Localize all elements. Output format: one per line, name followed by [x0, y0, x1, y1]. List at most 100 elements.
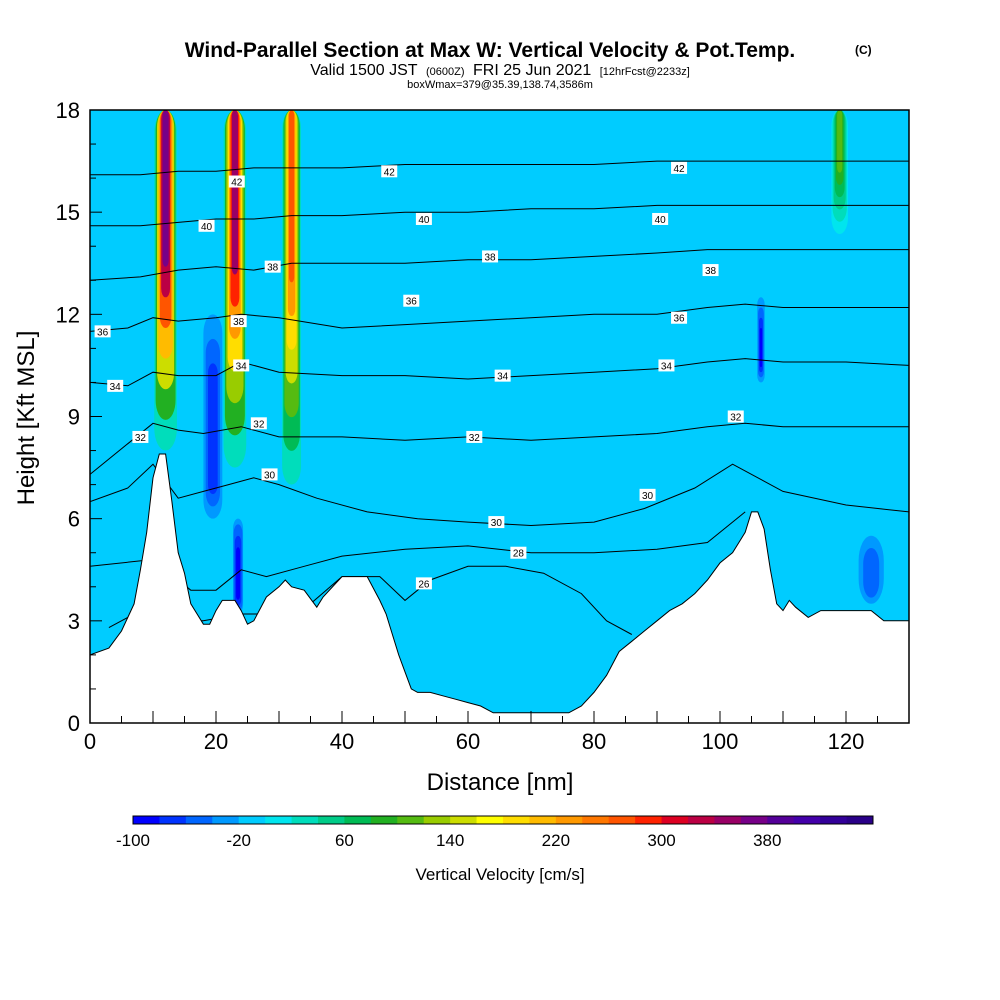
- colorbar-swatch: [555, 816, 583, 824]
- contour-label-text: 30: [264, 470, 276, 481]
- x-tick-label: 100: [702, 729, 739, 754]
- valid-utc: (0600Z): [426, 66, 465, 78]
- contour-label-box: [403, 294, 420, 307]
- y-tick-label: 3: [68, 609, 80, 634]
- colorbar-swatch: [133, 816, 160, 824]
- contour-label-text: 28: [513, 549, 525, 560]
- contour-label-box: [250, 417, 267, 430]
- contour-label-text: 34: [497, 372, 509, 383]
- contour-label: 38: [702, 264, 719, 277]
- contour-label-text: 30: [491, 518, 503, 529]
- colorbar-swatch: [529, 816, 557, 824]
- contour-label: 40: [415, 212, 432, 226]
- colorbar-swatch: [476, 816, 504, 824]
- contour-label-box: [488, 516, 505, 529]
- y-axis-label: Height [Kft MSL]: [13, 331, 40, 506]
- contour-label-text: 36: [673, 314, 685, 325]
- contour-label-box: [652, 212, 669, 225]
- colorbar-swatch: [159, 816, 187, 824]
- updraft-column: [223, 110, 247, 468]
- contour-label-box: [510, 546, 527, 559]
- downdraft-column: [233, 518, 244, 615]
- contour-label: 32: [727, 410, 744, 424]
- updraft-band: [162, 110, 169, 267]
- downdraft-column: [858, 535, 884, 604]
- updraft-band: [289, 110, 295, 283]
- colorbar: -100 -20 60 140 220 300 380: [116, 815, 874, 850]
- downdraft-column: [757, 297, 765, 383]
- colorbar-swatch: [767, 816, 795, 824]
- downdraft-band: [236, 552, 240, 597]
- y-tick-label: 0: [68, 711, 80, 736]
- plot-area: 26 28 30 32 34 36 38 40 42 42 38 34 32 40 38 36 34 32 30 30…: [90, 110, 909, 723]
- contour-label-text: 38: [705, 266, 717, 277]
- contour-label-box: [494, 369, 511, 382]
- contour-label: 34: [658, 359, 675, 372]
- colorbar-swatch: [344, 816, 372, 824]
- contour-label-box: [198, 219, 215, 232]
- contour-label: 38: [482, 250, 499, 263]
- contour-label-box: [261, 468, 278, 481]
- contour-label-text: 34: [661, 361, 673, 372]
- x-tick-label: 60: [456, 729, 480, 754]
- contour-label: 36: [671, 311, 688, 325]
- colorbar-swatch: [397, 816, 425, 824]
- updraft-column: [154, 110, 177, 451]
- colorbar-tick-label: 380: [753, 831, 781, 850]
- y-tick-label: 18: [56, 98, 80, 123]
- colorbar-label: Vertical Velocity [cm/s]: [415, 865, 584, 884]
- contour-label: 42: [671, 161, 688, 175]
- contour-label-box: [228, 175, 245, 188]
- colorbar-swatch: [185, 816, 213, 824]
- contour-label-text: 42: [384, 167, 396, 178]
- contour-label-box: [230, 315, 247, 328]
- contour-label: 34: [107, 379, 124, 393]
- valid-prefix: Valid 1500 JST: [310, 62, 418, 79]
- contour-label-text: 38: [267, 263, 279, 274]
- x-tick-label: 40: [330, 729, 354, 754]
- contour-label-text: 32: [469, 433, 481, 444]
- contour-label-text: 42: [231, 178, 243, 189]
- colorbar-swatch: [423, 816, 451, 824]
- theta-contour-34: [90, 358, 909, 387]
- contour-label-text: 40: [655, 215, 667, 226]
- contour-label: 32: [132, 430, 149, 444]
- contour-label-text: 32: [253, 419, 265, 430]
- contour-label-text: 34: [110, 382, 122, 393]
- contour-label: 30: [488, 516, 505, 529]
- contour-label-text: 30: [642, 491, 654, 502]
- downdraft-band: [210, 387, 216, 482]
- colorbar-swatch: [846, 816, 874, 824]
- theta-contour-38: [90, 249, 909, 281]
- contour-label: 38: [230, 315, 247, 328]
- colorbar-swatch: [265, 816, 293, 824]
- theta-contour-30: [90, 463, 909, 527]
- updraft-column: [830, 110, 850, 247]
- contour-label: 30: [261, 468, 278, 481]
- colorbar-swatch: [740, 816, 768, 824]
- theta-contour-36: [90, 303, 909, 332]
- contour-label-text: 26: [418, 579, 430, 590]
- colorbar-tick-label: 220: [542, 831, 570, 850]
- x-axis: 0 20 40 60 80 100 120: [84, 711, 910, 754]
- contour-label-box: [94, 325, 111, 338]
- contour-label: 36: [94, 325, 111, 338]
- updraft-band: [231, 110, 238, 275]
- contour-label-text: 32: [730, 413, 742, 424]
- contour-label-text: 40: [418, 215, 430, 226]
- contour-label-text: 36: [406, 297, 418, 308]
- contour-label-box: [671, 311, 688, 324]
- colorbar-swatch: [238, 816, 266, 824]
- y-tick-label: 6: [68, 507, 80, 532]
- contour-label-box: [107, 379, 124, 392]
- contour-label-text: 42: [673, 164, 685, 175]
- x-axis-label: Distance [nm]: [427, 769, 574, 796]
- downdraft-band: [867, 560, 875, 592]
- contour-label-box: [702, 264, 719, 277]
- colorbar-swatch: [793, 816, 821, 824]
- valid-time-line: Valid 1500 JST (0600Z) FRI 25 Jun 2021 […: [310, 62, 690, 79]
- contour-label: 28: [510, 546, 527, 560]
- colorbar-swatch: [318, 816, 345, 824]
- terrain: [90, 453, 909, 723]
- contour-label-box: [381, 165, 398, 178]
